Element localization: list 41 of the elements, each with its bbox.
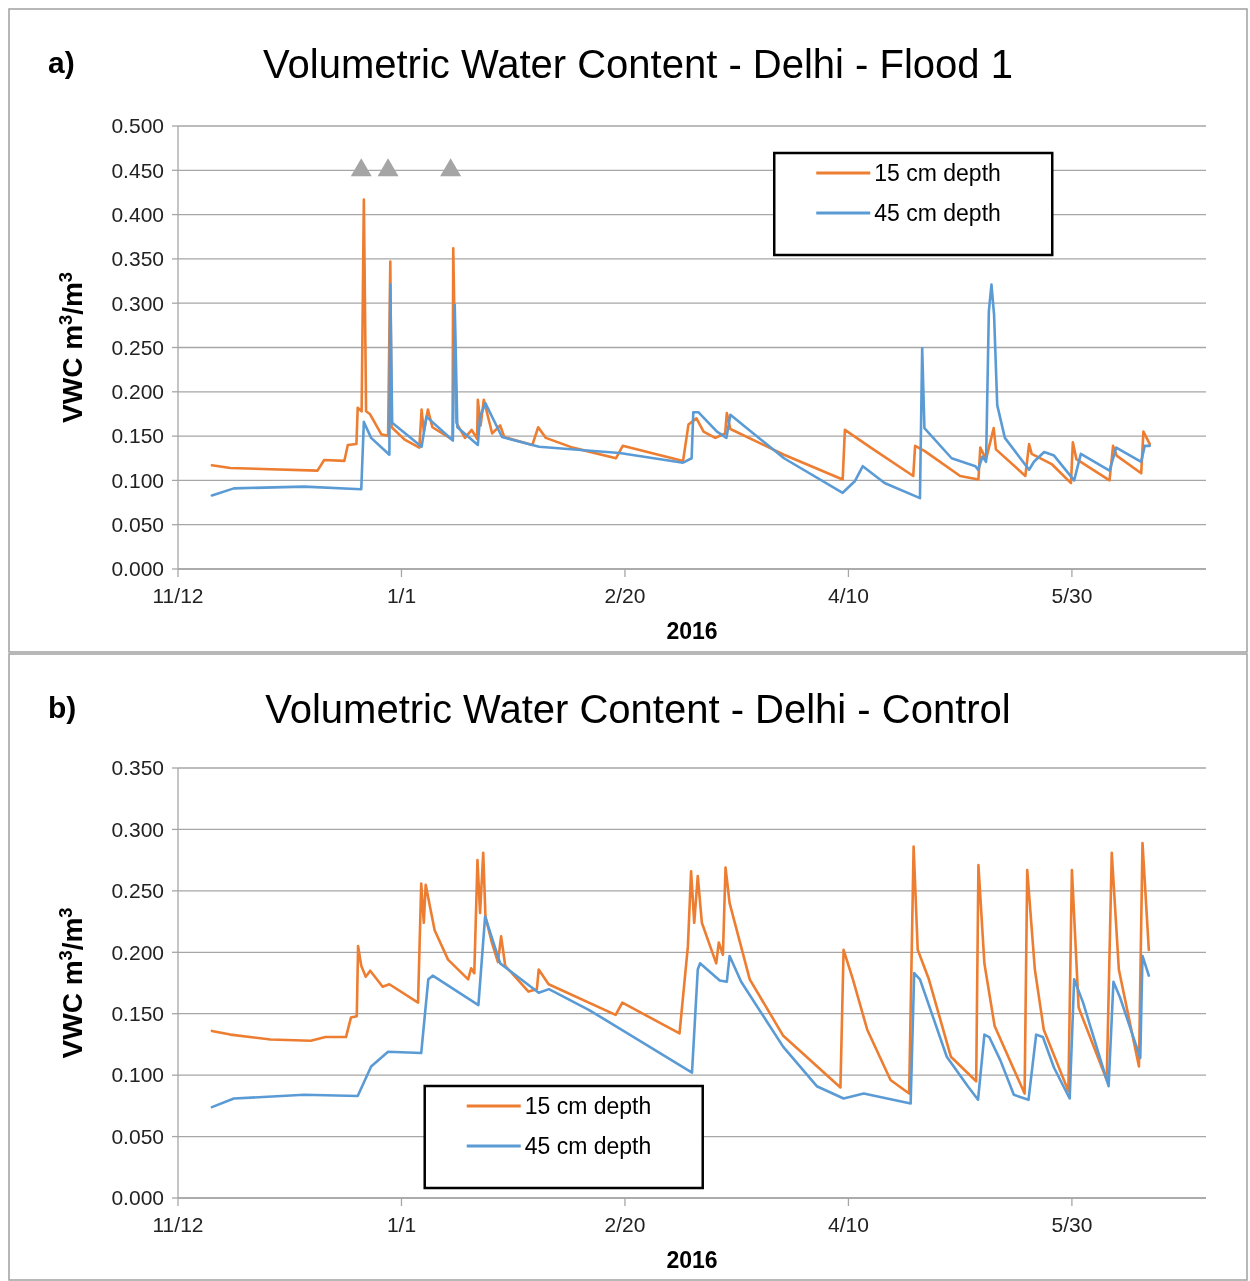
y-tick-label: 0.150 <box>111 424 164 448</box>
legend-label: 45 cm depth <box>874 200 1001 227</box>
y-tick-label: 0.300 <box>111 817 164 841</box>
legend-label: 15 cm depth <box>524 1093 652 1120</box>
y-tick-label: 0.200 <box>111 380 164 404</box>
x-tick-label: 1/1 <box>386 584 417 607</box>
x-tick-label: 2/20 <box>604 584 646 607</box>
y-tick-label: 0.100 <box>111 1063 164 1087</box>
x-tick-label: 5/30 <box>1051 584 1093 607</box>
chart-title: Volumetric Water Content - Delhi - Flood 1 <box>263 42 1013 86</box>
y-tick-label: 0.350 <box>111 247 164 271</box>
y-tick-label: 0.300 <box>111 291 164 315</box>
x-tick-label: 5/30 <box>1051 1213 1093 1236</box>
x-tick-label: 1/1 <box>386 1213 417 1236</box>
line-series <box>210 283 1152 500</box>
y-tick-label: 0.050 <box>111 1124 164 1148</box>
y-tick-label: 0.200 <box>111 940 164 964</box>
chart-title: Volumetric Water Content - Delhi - Control <box>265 687 1011 731</box>
y-tick-label: 0.250 <box>111 879 164 903</box>
x-tick-label: 4/10 <box>828 584 869 607</box>
y-tick-label: 0.150 <box>111 1002 164 1026</box>
y-tick-label: 0.350 <box>111 756 164 780</box>
y-tick-label: 0.450 <box>111 158 164 182</box>
x-tick-label: 2/20 <box>604 1213 646 1236</box>
text: a) <box>48 46 75 79</box>
x-axis-title: 2016 <box>666 1247 718 1273</box>
y-tick-label: 0.000 <box>111 557 164 581</box>
y-tick-label: 0.050 <box>111 513 164 537</box>
line-series <box>210 841 1151 1095</box>
x-tick-label: 11/12 <box>152 584 204 607</box>
y-tick-label: 0.000 <box>111 1186 164 1210</box>
x-tick-label: 4/10 <box>828 1213 869 1236</box>
y-tick-label: 0.400 <box>111 202 164 226</box>
x-axis-title: 2016 <box>666 618 718 644</box>
y-tick-label: 0.500 <box>111 114 164 138</box>
y-tick-label: 0.100 <box>111 468 164 492</box>
text: b) <box>48 691 77 724</box>
legend-label: 15 cm depth <box>874 160 1001 187</box>
y-tick-label: 0.250 <box>111 335 164 359</box>
legend-label: 45 cm depth <box>524 1133 652 1160</box>
x-tick-label: 11/12 <box>152 1213 204 1236</box>
